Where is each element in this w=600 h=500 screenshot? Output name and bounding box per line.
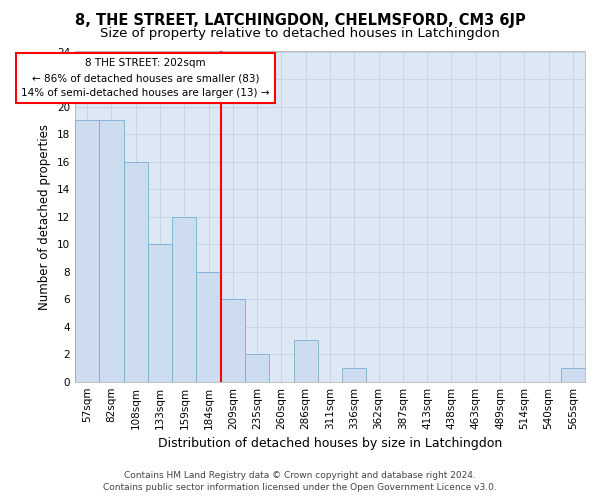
Text: Contains HM Land Registry data © Crown copyright and database right 2024.
Contai: Contains HM Land Registry data © Crown c… xyxy=(103,471,497,492)
Bar xyxy=(172,216,196,382)
X-axis label: Distribution of detached houses by size in Latchingdon: Distribution of detached houses by size … xyxy=(158,437,502,450)
Bar xyxy=(124,162,148,382)
Bar xyxy=(196,272,221,382)
Y-axis label: Number of detached properties: Number of detached properties xyxy=(38,124,52,310)
Bar xyxy=(221,299,245,382)
Bar xyxy=(561,368,585,382)
Text: 8 THE STREET: 202sqm
← 86% of detached houses are smaller (83)
14% of semi-detac: 8 THE STREET: 202sqm ← 86% of detached h… xyxy=(21,58,270,98)
Bar xyxy=(100,120,124,382)
Bar xyxy=(342,368,367,382)
Text: Size of property relative to detached houses in Latchingdon: Size of property relative to detached ho… xyxy=(100,28,500,40)
Text: 8, THE STREET, LATCHINGDON, CHELMSFORD, CM3 6JP: 8, THE STREET, LATCHINGDON, CHELMSFORD, … xyxy=(74,12,526,28)
Bar xyxy=(293,340,318,382)
Bar xyxy=(148,244,172,382)
Bar xyxy=(75,120,100,382)
Bar xyxy=(245,354,269,382)
